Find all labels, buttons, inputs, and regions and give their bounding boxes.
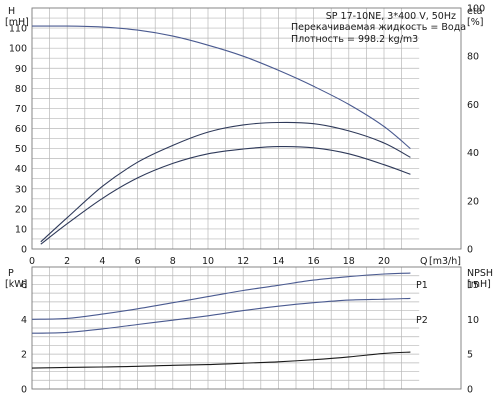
left-axis-tick-label: 0 <box>21 385 27 396</box>
flow-axis-unit: [m3/h] <box>429 256 461 267</box>
upper-panel-frame <box>31 7 462 250</box>
left-axis-tick-label: 40 <box>15 164 27 175</box>
x-axis-tick-label: 14 <box>272 256 284 267</box>
series-line-2-2 <box>31 297 411 334</box>
fluid-annotation: Перекачиваемая жидкость = Вода <box>291 22 466 33</box>
left-axis-tick-label: 90 <box>15 64 27 75</box>
x-axis-tick-label: 8 <box>170 256 176 267</box>
left-axis-tick-label: 80 <box>15 84 27 95</box>
p1-series-label: P1 <box>416 280 428 291</box>
x-axis-tick-label: 6 <box>135 256 141 267</box>
right-axis-tick-label: 80 <box>467 52 479 63</box>
x-axis-tick-label: 18 <box>343 256 355 267</box>
series-line-2-1 <box>31 272 411 320</box>
power-axis-label: P <box>8 268 14 279</box>
series-line-1-3 <box>40 145 411 245</box>
left-axis-tick-label: 30 <box>15 184 27 195</box>
upper-panel-grid <box>32 8 420 249</box>
x-axis-tick-label: 0 <box>29 256 35 267</box>
x-axis-tick-label: 2 <box>64 256 70 267</box>
x-axis-tick-label: 16 <box>308 256 320 267</box>
series-line-2-3 <box>31 351 411 369</box>
lower-panel-ticks: 0 2 4 6 0 5 10 15 <box>21 280 479 396</box>
head-axis-label: H <box>8 6 15 17</box>
x-axis-tick-label: 10 <box>202 256 214 267</box>
left-axis-tick-label: 20 <box>15 204 27 215</box>
lower-panel-series <box>31 272 411 369</box>
lower-panel-grid <box>32 267 420 389</box>
efficiency-axis-label: eta <box>467 6 482 17</box>
right-axis-tick-label: 5 <box>467 350 473 361</box>
right-axis-tick-label: 0 <box>467 385 473 396</box>
density-annotation: Плотность = 998.2 kg/m3 <box>291 34 418 45</box>
right-axis-tick-label: 0 <box>467 245 473 256</box>
upper-panel-series <box>31 25 411 245</box>
series-line-1-1 <box>31 25 411 150</box>
right-axis-tick-label: 40 <box>467 148 479 159</box>
left-axis-tick-label: 60 <box>15 124 27 135</box>
right-axis-tick-label: 60 <box>467 100 479 111</box>
flow-axis-label: Q <box>420 256 427 267</box>
lower-panel-frame <box>31 266 462 390</box>
upper-panel-ticks: 0 10 20 30 40 50 60 70 80 90 100 110 0 20 40 60 80 100 0 2 4… <box>9 4 485 268</box>
left-axis-tick-label: 2 <box>21 350 27 361</box>
x-axis-tick-label: 12 <box>237 256 249 267</box>
x-axis-tick-label: 20 <box>378 256 390 267</box>
efficiency-axis-unit: [%] <box>467 17 483 28</box>
left-axis-tick-label: 0 <box>21 245 27 256</box>
npsh-axis-label: NPSH <box>467 268 493 279</box>
left-axis-tick-label: 70 <box>15 104 27 115</box>
left-axis-tick-label: 6 <box>21 280 27 291</box>
left-axis-tick-label: 4 <box>21 315 27 326</box>
right-axis-tick-label: 100 <box>467 4 485 15</box>
head-axis-unit: [mH] <box>5 17 29 28</box>
left-axis-tick-label: 50 <box>15 144 27 155</box>
series-line-1-2 <box>40 121 411 243</box>
x-axis-tick-label: 4 <box>99 256 105 267</box>
npsh-axis-unit: [mH] <box>467 279 491 290</box>
left-axis-tick-label: 110 <box>9 24 27 35</box>
left-axis-tick-label: 100 <box>9 44 27 55</box>
left-axis-tick-label: 10 <box>15 224 27 235</box>
right-axis-tick-label: 10 <box>467 315 479 326</box>
right-axis-tick-label: 15 <box>467 280 479 291</box>
power-axis-unit: [kW] <box>5 279 27 290</box>
chart-title: SP 17-10NE, 3*400 V, 50Hz <box>326 11 456 22</box>
p2-series-label: P2 <box>416 315 428 326</box>
right-axis-tick-label: 20 <box>467 196 479 207</box>
